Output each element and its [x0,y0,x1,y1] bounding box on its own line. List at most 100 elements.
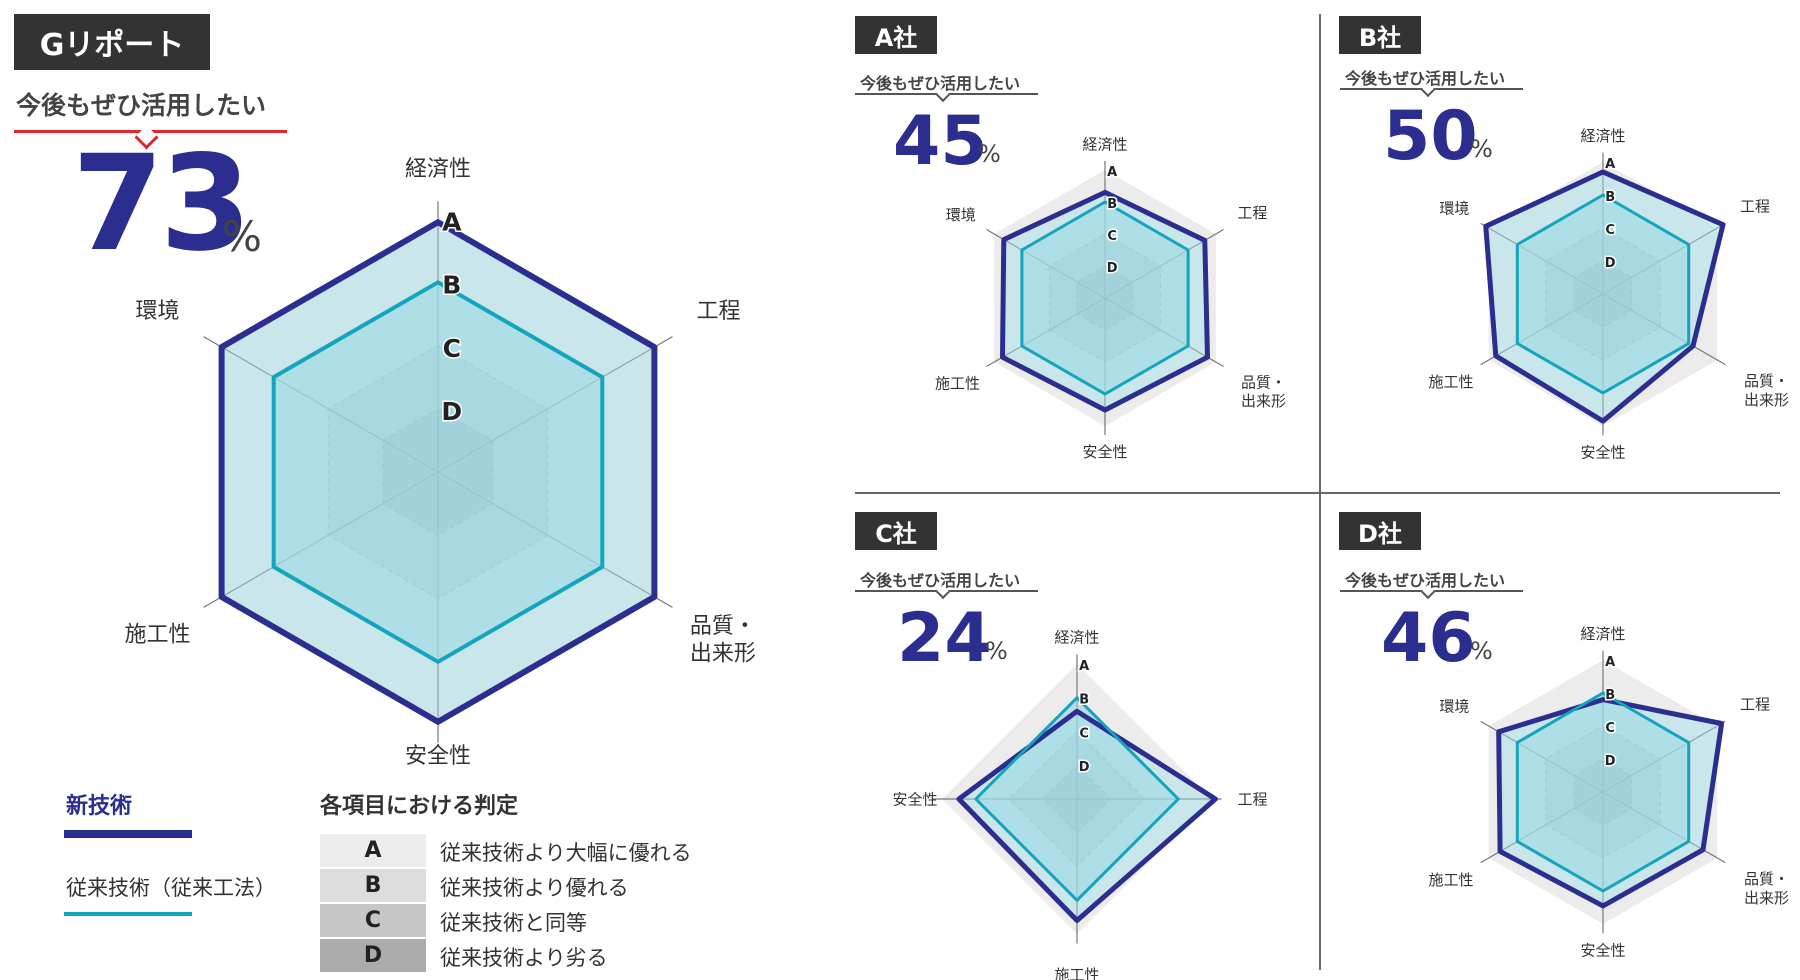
company-a-intent-label: 今後もぜひ活用したい [860,74,1021,93]
company-b-percent-sign: % [1470,135,1493,163]
axis-label: 品質・出来形 [1744,372,1789,409]
old-tech-area [1517,195,1689,393]
legend-old-tech-swatch [64,912,192,916]
old-tech-area [1021,202,1189,394]
company-b-tag: B社 [1339,16,1421,54]
new-tech-polygon [956,708,1218,923]
axis-label-line: 施工性 [1428,373,1473,391]
axis-label: 安全性 [1082,443,1127,461]
grade-row-d: D 従来技術より劣る [320,939,780,974]
legend-old-tech-label: 従来技術（従来工法） [66,876,276,900]
new-tech-polygon [218,219,658,725]
grade-letter-a: A [320,834,426,867]
axis-label-line: 経済性 [1054,628,1099,646]
legend-new-tech-swatch [64,830,192,838]
company-a-percent: 45 [893,102,988,181]
scale-label-a: A [1605,655,1615,670]
axis-label: 環境 [1439,199,1469,217]
legend-new-tech-label: 新技術 [66,794,133,819]
axis-label-line: 施工性 [1428,871,1473,889]
scale-label-a: A [1605,157,1615,172]
old-tech-area [273,282,603,662]
company-b-percent: 50 [1383,97,1478,176]
scale-label-a: A [1079,659,1089,674]
grade-row-a: A 従来技術より大幅に優れる [320,834,780,869]
old-tech-polygon [1515,691,1691,893]
scale-label-c: C [1107,229,1117,244]
axis-label: 安全性 [1580,942,1625,960]
grade-text-b: 従来技術より優れる [440,876,629,900]
axis-label-line: 環境 [946,206,976,224]
axis-label: 施工性 [935,374,980,392]
company-d-percent-sign: % [1470,637,1493,665]
company-b-intent-label: 今後もぜひ活用したい [1345,69,1506,88]
axis-label: 工程 [1237,204,1267,222]
axis-label-line: 品質・ [1744,372,1789,390]
axis-label-line: 出来形 [1744,889,1789,907]
company-d-percent: 46 [1381,599,1476,678]
company-c-tag: C社 [855,512,937,550]
axis-label-line: 施工性 [125,623,191,648]
axis-label-line: 環境 [1439,697,1469,715]
axis-label-line: 経済性 [1580,127,1625,145]
reuse-intent-percent: 73 [72,127,252,281]
axis-label: 品質・出来形 [1744,870,1789,907]
scale-label-d: D [1107,261,1118,276]
reuse-intent-label: 今後もぜひ活用したい [16,91,267,120]
scale-label-d: D [1079,760,1090,775]
scale-label-b: B [1079,693,1089,708]
axis-label: 安全性 [405,744,471,769]
scale-label-a: A [442,207,462,236]
axis-label-line: 環境 [1439,199,1469,217]
scale-label-b: B [1107,197,1117,212]
scale-label-c: C [1079,726,1089,741]
axis-label-line: 安全性 [405,744,471,769]
horizontal-divider [855,492,1780,494]
axis-label: 工程 [1740,695,1770,713]
axis-label: 施工性 [1428,373,1473,391]
scale-label-b: B [442,271,461,300]
old-tech-polygon [1020,200,1190,396]
company-c-intent-label: 今後もぜひ活用したい [860,571,1021,590]
axis-label-line: 工程 [1740,695,1770,713]
scale-label-b: B [1605,190,1615,205]
axis-label-line: 環境 [136,299,180,324]
scale-label-d: D [1605,754,1616,769]
company-d-tag: D社 [1339,512,1421,550]
axis-label: 経済性 [405,157,471,182]
axis-label: 経済性 [1580,625,1625,643]
axis-label-line: 品質・ [1744,870,1789,888]
axis-label-line: 工程 [1740,197,1770,215]
company-c-percent-sign: % [985,637,1008,665]
scale-label-d: D [441,397,462,426]
axis-label-line: 品質・ [1241,373,1286,391]
company-c-percent: 24 [897,599,992,678]
axis-label-line: 安全性 [1082,443,1127,461]
axis-label-line: 経済性 [1580,625,1625,643]
axis-label-line: 工程 [696,299,740,324]
scale-label-d: D [1605,256,1616,271]
axis-label: 施工性 [1054,966,1099,980]
axis-label-line: 品質・ [690,614,756,639]
old-tech-polygon [974,696,1180,902]
axis-label: 品質・出来形 [690,614,756,667]
grade-row-c: C 従来技術と同等 [320,904,780,939]
grade-row-b: B 従来技術より優れる [320,869,780,904]
grade-letter-b: B [320,869,426,902]
axis-label-line: 経済性 [405,157,471,182]
scale-label-c: C [1605,223,1615,238]
axis-label-line: 出来形 [1241,392,1286,410]
scale-label-c: C [443,334,461,363]
percent-sign: % [222,212,262,261]
axis-label-line: 出来形 [1744,391,1789,409]
grade-text-d: 従来技術より劣る [440,946,608,970]
grade-legend-title: 各項目における判定 [320,794,519,819]
company-d-intent-label: 今後もぜひ活用したい [1345,571,1506,590]
scale-label-c: C [1605,721,1615,736]
axis-label: 工程 [696,299,740,324]
